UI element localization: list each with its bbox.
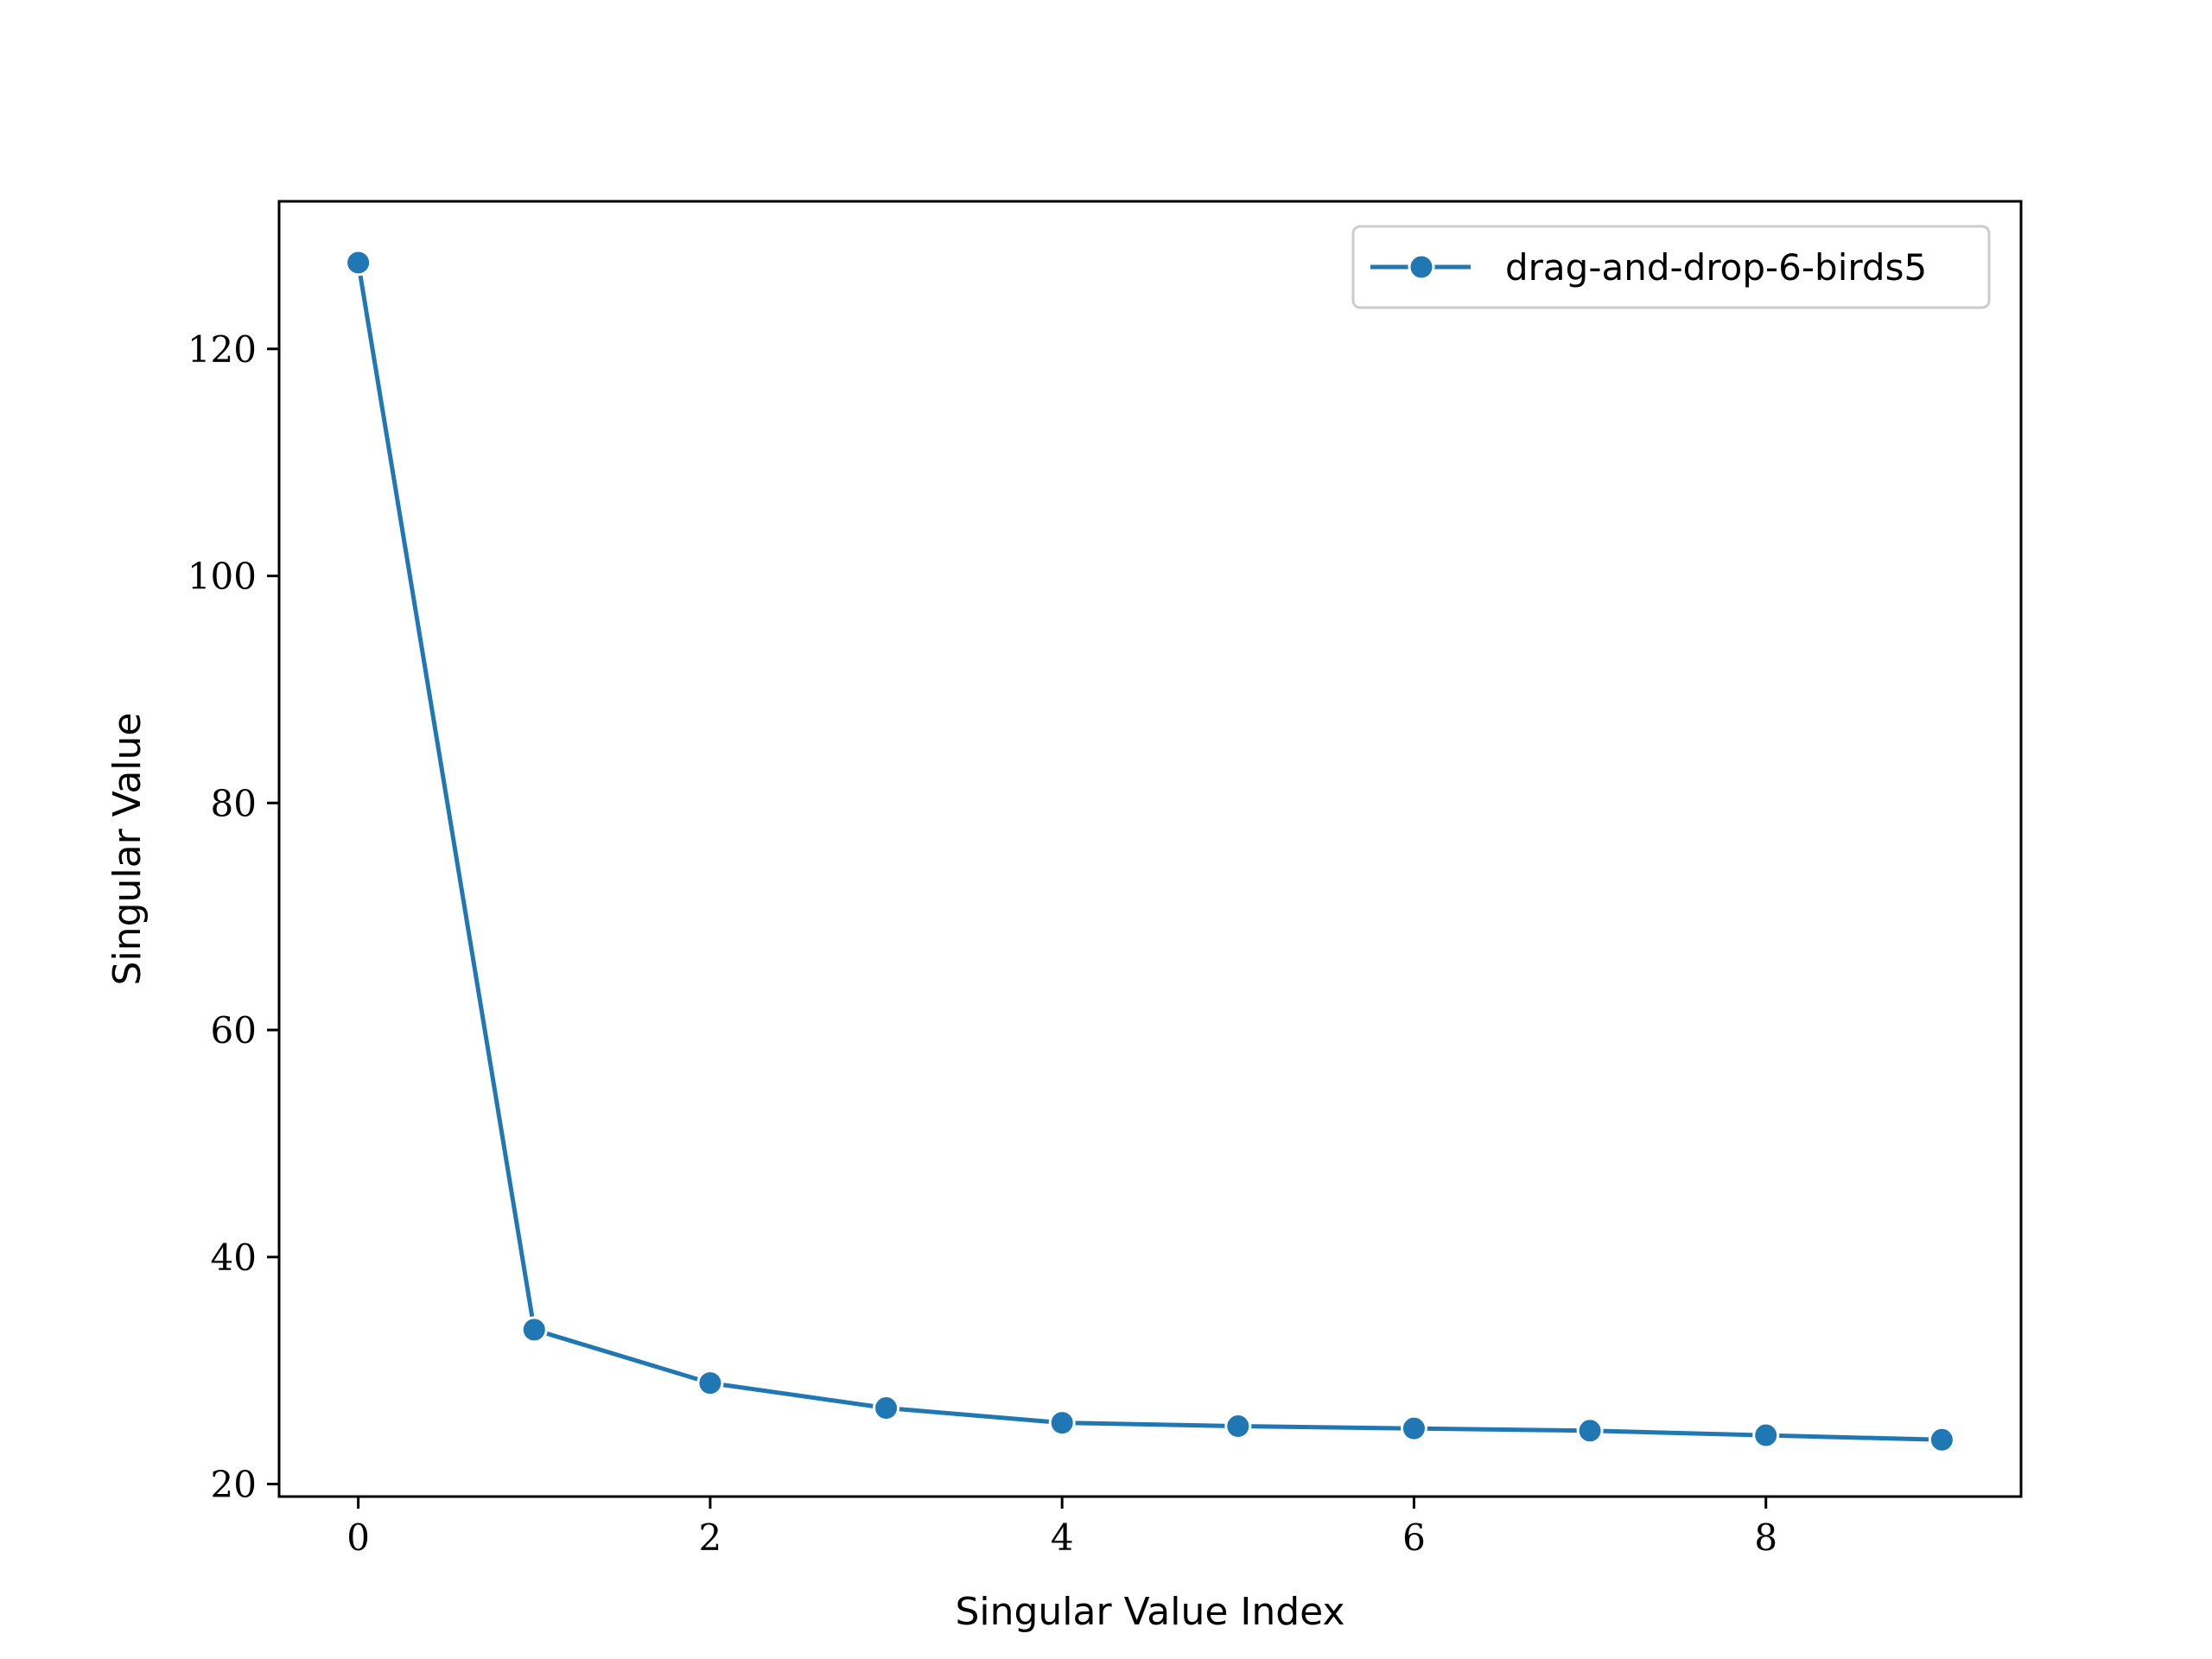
- legend: drag-and-drop-6-birds5: [1351, 225, 1991, 309]
- y-tick-label: 120: [188, 328, 257, 371]
- y-tick-label: 80: [211, 782, 257, 824]
- data-point: [1928, 1426, 1955, 1453]
- legend-box: [1351, 225, 1991, 309]
- series-line: [356, 262, 1942, 1442]
- x-axis-ticks: 0 2 4 6 8: [346, 1497, 1777, 1559]
- y-tick-label: 40: [211, 1236, 257, 1279]
- data-point: [1752, 1421, 1780, 1449]
- x-tick-label: 8: [1754, 1516, 1777, 1559]
- x-axis-label: Singular Value Index: [955, 1590, 1344, 1634]
- y-tick-label: 20: [211, 1464, 257, 1506]
- y-tick-label: 60: [211, 1009, 257, 1052]
- x-tick-label: 4: [1051, 1516, 1074, 1559]
- legend-entry-label: drag-and-drop-6-birds5: [1505, 246, 1927, 289]
- axes-frame: [277, 200, 2023, 1498]
- data-point: [873, 1395, 900, 1422]
- data-point: [520, 1316, 548, 1344]
- data-point: [1576, 1417, 1604, 1445]
- y-axis-ticks: 20 40 60 80 100 120: [188, 328, 279, 1506]
- data-point: [696, 1370, 724, 1397]
- y-axis-label: Singular Value: [105, 713, 149, 986]
- data-point: [1400, 1414, 1427, 1442]
- x-tick-label: 0: [346, 1516, 370, 1559]
- data-point: [1048, 1409, 1076, 1437]
- x-tick-label: 2: [699, 1516, 722, 1559]
- series-layer: [345, 249, 1955, 1453]
- data-point: [1224, 1413, 1252, 1440]
- x-tick-label: 6: [1402, 1516, 1426, 1559]
- y-tick-label: 100: [188, 556, 257, 598]
- data-point: [345, 249, 372, 276]
- legend-marker: [1408, 253, 1435, 281]
